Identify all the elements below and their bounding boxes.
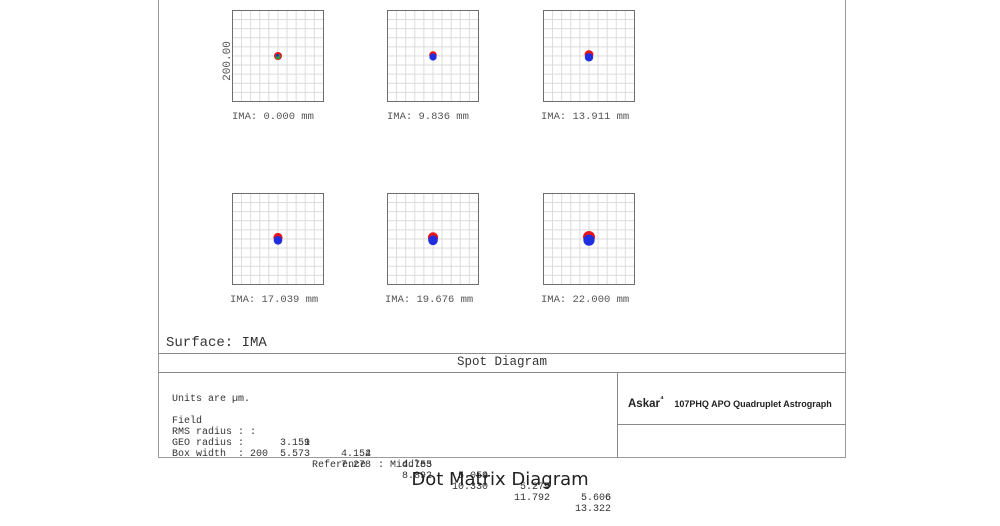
field-label: Field [172,416,203,427]
field-2: 2 [364,449,371,460]
spot-panel-3 [543,10,635,102]
divider-title [158,372,846,373]
rms-3: 4.755 [401,460,432,471]
field-4: 4 [481,471,488,482]
field-5: 5 [543,482,550,493]
rms-2: 4.154 [340,449,371,460]
surface-label: Surface: IMA [166,335,267,351]
ima-label-6: IMA: 22.000 mm [541,294,630,306]
brand-name: Askar [628,398,660,410]
rms-5: 5.279 [519,482,550,493]
box-row: Box width : 200 Reference : Middle [172,438,426,471]
field-3: 3 [425,460,432,471]
brand-model: 107PHQ APO Quadruplet Astrograph [674,399,832,409]
units-row: Units are µm. [172,394,250,405]
brand-superscript: ⁴ [659,394,664,403]
units-text: Units are µm. [172,394,251,405]
rms-row: RMS radius : 3.159 4.154 4.755 5.059 5.2… [172,416,611,504]
ima-label-2: IMA: 9.836 mm [387,111,469,123]
rms-label: RMS radius : [172,427,245,438]
spot-marker-6 [583,231,595,246]
reference: Reference : Middle [312,460,427,471]
divider-brand [617,372,618,458]
diagram-title: Spot Diagram [456,355,547,369]
spot-marker-5 [427,232,439,246]
spot-marker-3 [584,50,594,62]
divider-brand-row [617,424,846,425]
field-row: Field : 1 2 3 4 5 6 [172,405,611,504]
spot-data-table: Units are µm. Field : 1 2 3 4 5 6 RMS ra… [172,394,611,515]
spot-marker-4 [273,232,283,245]
field-colon: : [249,427,256,438]
geo-4: 10.330 [451,482,488,493]
figure-caption: Dot Matrix Diagram [411,469,589,490]
ima-label-3: IMA: 13.911 mm [541,111,630,123]
spot-panel-4 [232,193,324,285]
field-6: 6 [604,493,611,504]
box-width: Box width : 200 [172,449,269,460]
spot-panel-1 [232,10,324,102]
ima-label-1: IMA: 0.000 mm [232,111,314,123]
geo-2: 7.278 [340,460,371,471]
spot-marker-1 [274,52,282,60]
geo-5: 11.792 [513,493,550,504]
geo-1: 5.573 [279,449,310,460]
spot-panel-6 [543,193,635,285]
divider-top [158,353,846,354]
geo-label: GEO radius : [172,438,245,449]
geo-3: 8.892 [401,471,432,482]
ima-label-4: IMA: 17.039 mm [230,294,319,306]
geo-6: 13.322 [574,504,611,515]
spot-panel-2 [387,10,479,102]
rms-6: 5.606 [580,493,611,504]
spot-panel-5 [387,193,479,285]
spot-marker-2 [429,51,437,61]
rms-1: 3.159 [279,438,310,449]
rms-4: 5.059 [457,471,488,482]
ima-label-5: IMA: 19.676 mm [385,294,474,306]
field-1: 1 [303,438,310,449]
brand-label: Askar⁴ 107PHQ APO Quadruplet Astrograph [628,394,832,412]
geo-row: GEO radius : 5.573 7.278 8.892 10.330 11… [172,427,611,515]
